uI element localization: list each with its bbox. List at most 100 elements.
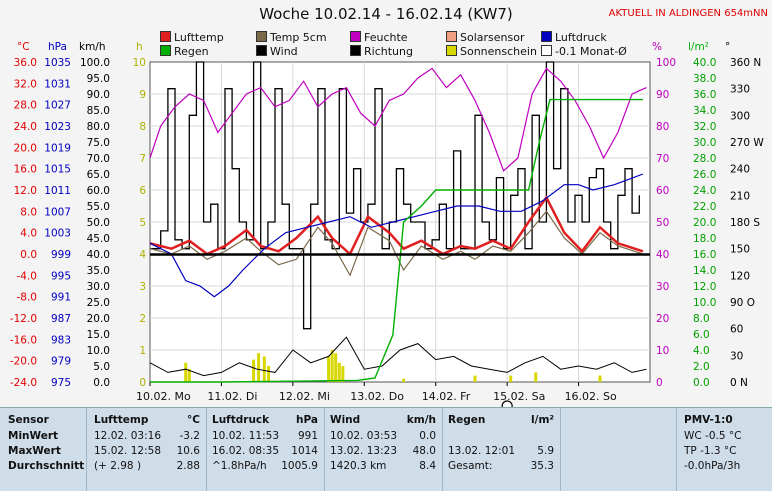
regen-total-label: Gesamt: (448, 460, 493, 472)
tick-label-kmh: 20.0 (87, 313, 110, 325)
tick-label-rain: 14.0 (693, 265, 716, 277)
tick-label-kmh: 75.0 (87, 137, 110, 149)
sunshine-bar (252, 359, 256, 382)
legend-item-monat-avg: -0.1 Monat-Ø (541, 45, 627, 58)
tick-label-rain: 40.0 (693, 57, 716, 69)
stats-unit-regen: l/m² (531, 414, 554, 426)
x-tick-label: 14.02. Fr (422, 390, 471, 403)
sunshine-bar (187, 369, 191, 382)
lufttemp-max-value: 10.6 (176, 445, 200, 457)
sunshine-bar (184, 362, 188, 382)
tick-label-pct: 90 (656, 89, 669, 101)
tick-label-rain: 16.0 (693, 249, 716, 261)
tick-label-rain: 8.0 (693, 313, 710, 325)
tick-label-h: 8 (139, 121, 146, 133)
sunshine-bar (534, 372, 538, 382)
tick-label-hpa: 983 (51, 334, 71, 346)
x-tick-label: 13.02. Do (350, 390, 404, 403)
tick-label-rain: 10.0 (693, 297, 716, 309)
wind-min-time: 10.02. 03:53 (330, 430, 397, 442)
tick-label-kmh: 40.0 (87, 249, 110, 261)
sunshine-bar (402, 378, 406, 382)
station-subtitle: AKTUELL IN ALDINGEN 654mNN (608, 8, 768, 19)
x-tick-label: 11.02. Di (207, 390, 257, 403)
axis-header-rain: l/m² (688, 41, 709, 53)
tick-label-temp: -12.0 (10, 313, 37, 325)
luftdruck-avg-value: 1005.9 (281, 460, 318, 472)
tick-label-h: 3 (139, 281, 146, 293)
tick-label-kmh: 100.0 (80, 57, 110, 69)
tick-label-pct: 70 (656, 153, 669, 165)
tick-label-temp: 8.0 (20, 206, 37, 218)
tick-label-pct: 60 (656, 185, 669, 197)
tick-label-temp: -20.0 (10, 356, 37, 368)
series-feuchte (149, 67, 647, 172)
tick-label-dir: 360 N (730, 57, 761, 69)
axis-header-temp: °C (17, 41, 30, 53)
tick-label-pct: 100 (656, 57, 676, 69)
stats-col-lufttemp: Lufttemp °C 12.02. 03:16 -3.2 15.02. 12:58… (94, 411, 200, 491)
tick-label-h: 0 (139, 377, 146, 389)
tick-label-temp: 16.0 (14, 164, 37, 176)
tick-label-temp: 36.0 (14, 57, 37, 69)
tick-label-rain: 28.0 (693, 153, 716, 165)
tick-label-rain: 4.0 (693, 345, 710, 357)
legend-item-feuchte: Feuchte (350, 31, 408, 44)
tick-label-rain: 2.0 (693, 361, 710, 373)
tick-label-dir: 210 (730, 190, 750, 202)
tick-label-hpa: 1015 (44, 164, 71, 176)
tick-label-hpa: 987 (51, 313, 71, 325)
lufttemp-avg-value: 2.88 (176, 460, 200, 472)
tick-label-kmh: 65.0 (87, 169, 110, 181)
tick-label-h: 9 (139, 89, 146, 101)
tick-label-rain: 26.0 (693, 169, 716, 181)
legend-item-regen: Regen (160, 45, 209, 58)
stats-head-wind: Wind (330, 414, 361, 426)
tick-label-kmh: 60.0 (87, 185, 110, 197)
tick-label-temp: -24.0 (10, 377, 37, 389)
luftdruck-trend: ^1.8hPa/h (212, 460, 267, 472)
sunshine-bar (337, 362, 341, 382)
tick-label-h: 7 (139, 153, 146, 165)
tick-label-rain: 30.0 (693, 137, 716, 149)
wind-avg-value: 8.4 (419, 460, 436, 472)
tick-label-rain: 0.0 (693, 377, 710, 389)
tick-label-hpa: 979 (51, 356, 71, 368)
tick-label-dir: 180 S (730, 217, 760, 229)
tick-label-dir: 90 O (730, 297, 755, 309)
tick-label-pct: 10 (656, 345, 669, 357)
tick-label-kmh: 85.0 (87, 105, 110, 117)
tick-label-hpa: 1011 (44, 185, 71, 197)
wind-min-value: 0.0 (419, 430, 436, 442)
tick-label-pct: 50 (656, 217, 669, 229)
x-tick-label: 12.02. Mi (279, 390, 330, 403)
series-wind (149, 336, 647, 377)
sunshine-bar (267, 366, 271, 382)
sunshine-bar (330, 350, 334, 382)
luftdruck-max-value: 1014 (291, 445, 318, 457)
pmv-dewpoint: TP -1.3 °C (684, 445, 737, 457)
regen-max-value: 5.9 (537, 445, 554, 457)
tick-label-h: 6 (139, 185, 146, 197)
tick-label-temp: 32.0 (14, 78, 37, 90)
x-tick-label: 16.02. So (565, 390, 617, 403)
legend-item-luftdruck: Luftdruck (541, 31, 607, 44)
tick-label-dir: 240 (730, 164, 750, 176)
legend-item-solarsensor: Solarsensor (446, 31, 525, 44)
tick-label-rain: 18.0 (693, 233, 716, 245)
stats-head-pmv: PMV-1:0 (684, 414, 733, 426)
tick-label-temp: -8.0 (17, 292, 38, 304)
legend-item-sonnenschein: Sonnenschein (446, 45, 537, 58)
stats-head-luftdruck: Luftdruck (212, 414, 270, 426)
tick-label-kmh: 0.0 (93, 377, 110, 389)
sunshine-bar (334, 353, 338, 382)
tick-label-rain: 6.0 (693, 329, 710, 341)
tick-label-dir: 30 (730, 350, 743, 362)
lufttemp-max-time: 15.02. 12:58 (94, 445, 161, 457)
tick-label-dir: 150 (730, 244, 750, 256)
series-richtung (150, 61, 640, 330)
weather-chart: 36.032.028.024.020.016.012.08.04.00.0-4.… (10, 57, 764, 407)
stats-head-sensor: Sensor (8, 414, 49, 426)
x-tick-label: 10.02. Mo (136, 390, 191, 403)
tick-label-hpa: 999 (51, 249, 71, 261)
